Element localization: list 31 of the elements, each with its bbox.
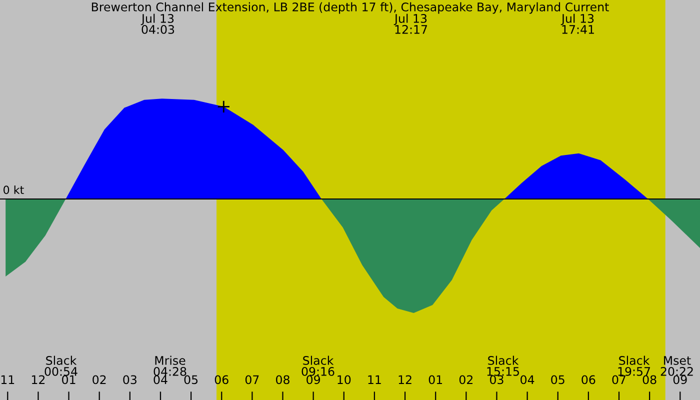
x-tick-label: 05 <box>551 375 564 384</box>
x-tick-label: 11 <box>368 375 381 384</box>
text: Slack 15:15 <box>487 356 519 376</box>
x-tick-label: 11 <box>1 375 14 384</box>
x-tick-label: 07 <box>612 375 626 384</box>
x-tick-label: 01 <box>428 375 442 384</box>
x-tick-label: 03 <box>490 375 504 384</box>
x-tick-label: 08 <box>276 375 290 384</box>
text: Slack 19:57 <box>618 356 650 376</box>
x-tick-label: 07 <box>245 375 259 384</box>
x-tick-label: 12 <box>32 375 45 384</box>
text: Slack 00:54 <box>44 356 78 376</box>
x-tick-label: 03 <box>123 375 136 384</box>
x-tick-label: 01 <box>62 375 76 384</box>
x-tick-label: 05 <box>184 375 198 384</box>
x-tick-label: 09 <box>306 375 320 384</box>
x-tick-label: 04 <box>520 375 534 384</box>
x-tick-label: 02 <box>92 375 106 384</box>
x-tick-label: 10 <box>338 375 351 384</box>
text: Slack 09:16 <box>302 356 334 376</box>
text: Jul 13 17:41 <box>560 14 594 34</box>
x-tick-label: 08 <box>642 375 656 384</box>
text: Jul 13 12:17 <box>394 14 427 34</box>
x-tick-label: 02 <box>459 375 472 384</box>
ref-line-label: 0 kt <box>4 185 24 194</box>
x-tick-label: 06 <box>582 375 596 384</box>
text: Jul 13 04:03 <box>140 14 174 34</box>
x-tick-label: 09 <box>673 375 687 384</box>
text: Mrise 04:28 <box>154 356 186 376</box>
x-tick-label: 04 <box>154 375 168 384</box>
x-tick-label: 12 <box>398 375 412 384</box>
